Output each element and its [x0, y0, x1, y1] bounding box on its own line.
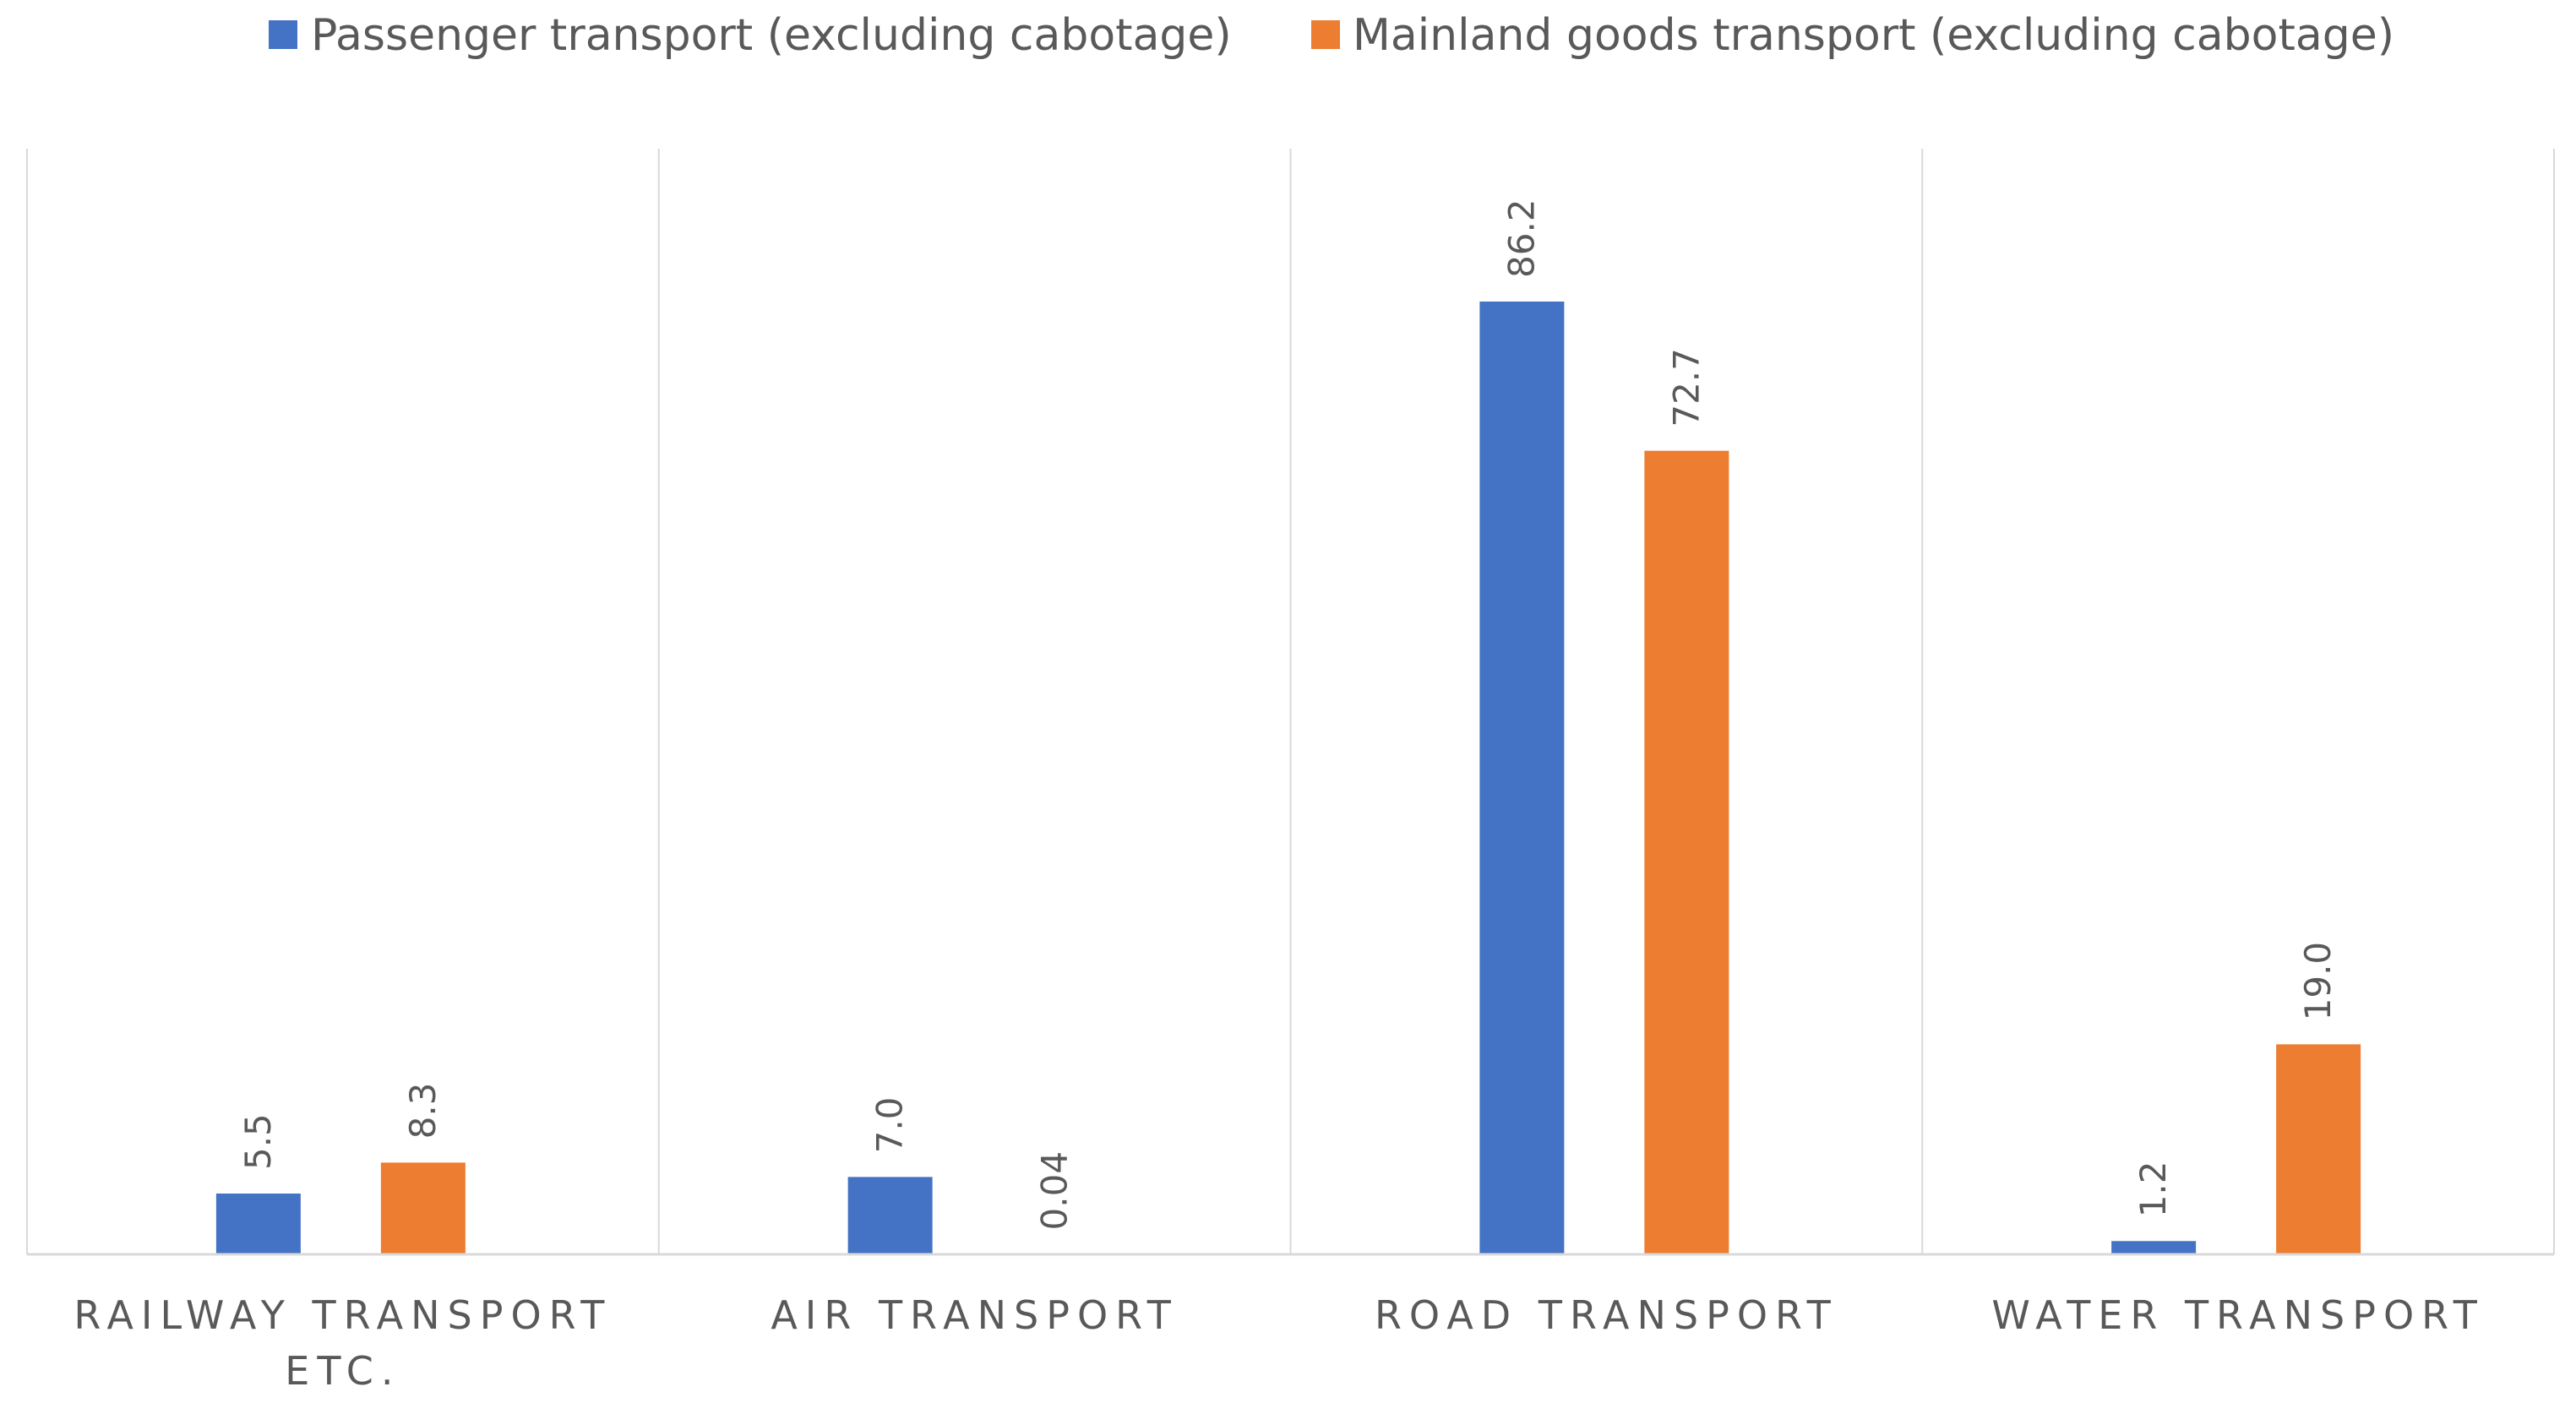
bar-passenger-0	[215, 1194, 301, 1254]
category-label-3: WATER TRANSPORT	[1991, 1292, 2485, 1338]
bar-passenger-1	[847, 1177, 933, 1254]
data-label-goods-1: 0.04	[1034, 1151, 1076, 1231]
data-label-goods-0: 8.3	[402, 1083, 444, 1139]
category-label-0: ETC.	[285, 1348, 400, 1394]
data-label-goods-3: 19.0	[2297, 942, 2339, 1021]
category-label-2: ROAD TRANSPORT	[1375, 1292, 1838, 1338]
legend-swatch-goods	[1311, 20, 1340, 49]
bar-goods-3	[2276, 1044, 2361, 1254]
bar-goods-0	[380, 1162, 466, 1254]
bar-passenger-3	[2111, 1241, 2197, 1254]
data-label-passenger-2: 86.2	[1500, 198, 1542, 278]
bar-goods-2	[1644, 450, 1729, 1254]
legend: Passenger transport (excluding cabotage)…	[269, 10, 2394, 61]
data-label-passenger-3: 1.2	[2132, 1161, 2174, 1218]
legend-label-goods: Mainland goods transport (excluding cabo…	[1353, 10, 2394, 61]
category-label-0: RAILWAY TRANSPORT	[74, 1292, 612, 1338]
bar-passenger-2	[1479, 302, 1565, 1254]
legend-label-passenger: Passenger transport (excluding cabotage)	[311, 10, 1232, 61]
data-label-goods-2: 72.7	[1665, 348, 1707, 427]
legend-swatch-passenger	[269, 20, 297, 49]
data-label-passenger-0: 5.5	[237, 1113, 279, 1170]
category-label-1: AIR TRANSPORT	[771, 1292, 1179, 1338]
data-label-passenger-1: 7.0	[869, 1097, 911, 1154]
plot-area: 5.5 7.0 86.2 1.2 8.3 0.04 72.7 19.0 RAILWAY TRAN…	[26, 149, 2555, 1394]
